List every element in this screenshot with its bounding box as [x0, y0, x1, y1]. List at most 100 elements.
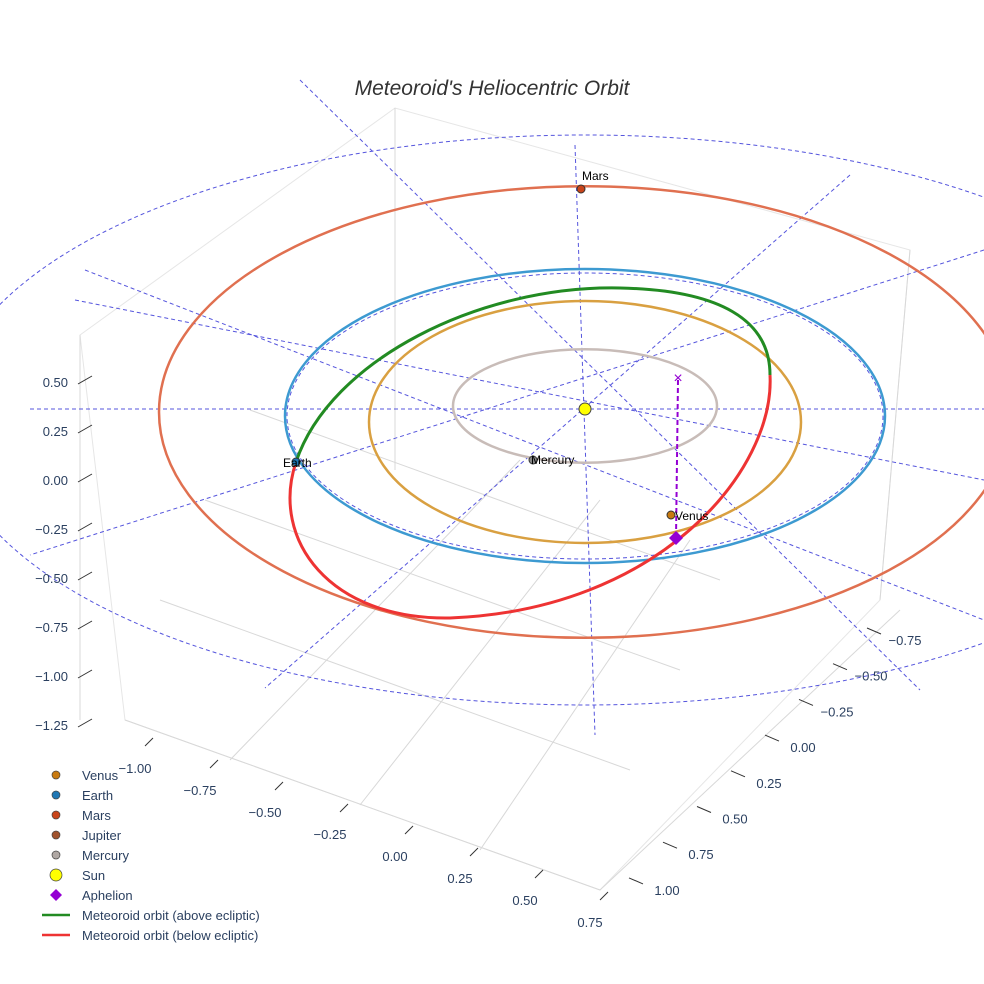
x-tick-label: −0.50: [249, 805, 282, 820]
z-tick-label: 0.25: [43, 424, 68, 439]
legend-item[interactable]: Mars: [51, 808, 111, 823]
z-tick-label: −0.25: [35, 522, 68, 537]
legend-item[interactable]: Mercury: [51, 848, 129, 863]
legend-circle-icon: [51, 850, 61, 860]
legend-item[interactable]: Sun: [49, 868, 105, 883]
legend-circle-icon: [51, 790, 61, 800]
chart-title: Meteoroid's Heliocentric Orbit: [355, 77, 631, 100]
y-tick-mark: [696, 806, 712, 813]
x-tick-mark: [209, 759, 219, 769]
z-tick-mark: [77, 424, 93, 434]
earth-reference-ellipse: [286, 272, 884, 560]
z-tick-mark: [77, 620, 93, 630]
legend-label: Venus: [82, 768, 119, 783]
earth-orbit: [283, 267, 887, 565]
legend-circle-icon: [51, 810, 61, 820]
x-tick-label: −1.00: [119, 761, 152, 776]
y-tick-label: 0.50: [722, 812, 747, 827]
legend-label: Mercury: [82, 848, 129, 863]
z-tick-mark: [77, 571, 93, 581]
venus-marker[interactable]: [666, 510, 676, 520]
x-tick-mark: [404, 825, 414, 835]
legend-label: Meteoroid orbit (above ecliptic): [82, 908, 260, 923]
x-tick-label: −0.75: [184, 783, 217, 798]
legend-label: Meteoroid orbit (below ecliptic): [82, 928, 258, 943]
x-tick-label: 0.50: [512, 893, 537, 908]
x-tick-mark: [534, 869, 544, 879]
radial-reference-line: [84, 269, 984, 621]
outer-reference-ellipse: [0, 134, 984, 706]
legend-item[interactable]: Meteoroid orbit (below ecliptic): [42, 928, 258, 943]
y-tick-mark: [798, 698, 814, 706]
legend-label: Earth: [82, 788, 113, 803]
aphelion-drop-line: [675, 379, 679, 539]
z-tick-label: 0.50: [43, 375, 68, 390]
y-tick-mark: [764, 734, 780, 742]
aphelion-projection-marker: ×: [673, 370, 682, 387]
z-tick-mark: [77, 718, 93, 728]
earth-marker[interactable]: [291, 457, 301, 467]
x-tick-label: −0.25: [314, 827, 347, 842]
legend-circle-icon: [51, 770, 61, 780]
y-tick-mark: [628, 877, 644, 885]
legend-item[interactable]: Venus: [51, 768, 119, 783]
legend-circle-icon: [51, 830, 61, 840]
legend-item[interactable]: Aphelion: [50, 888, 133, 903]
x-tick-mark: [599, 891, 609, 901]
z-tick-label: −0.75: [35, 620, 68, 635]
y-tick-label: −0.75: [889, 633, 922, 648]
legend-label: Sun: [82, 868, 105, 883]
venus-orbit: [367, 299, 803, 545]
z-tick-label: 0.00: [43, 473, 68, 488]
mercury-orbit: [451, 347, 719, 465]
mars-orbit: [157, 185, 984, 639]
y-tick-label: 0.25: [756, 776, 781, 791]
y-tick-mark: [730, 770, 746, 778]
y-tick-label: −0.25: [821, 704, 854, 719]
y-tick-mark: [832, 663, 848, 671]
legend-label: Mars: [82, 808, 111, 823]
legend-item[interactable]: Jupiter: [51, 828, 122, 843]
z-tick-mark: [77, 375, 93, 385]
legend-item[interactable]: Earth: [51, 788, 113, 803]
mars-marker[interactable]: [576, 184, 586, 194]
planet-orbits: [157, 185, 984, 639]
x-tick-label: 0.25: [447, 871, 472, 886]
radial-reference-line: [574, 144, 596, 736]
legend-item[interactable]: Meteoroid orbit (above ecliptic): [42, 908, 260, 923]
x-tick-mark: [274, 781, 284, 791]
meteoroid-orbit-below: [288, 374, 772, 620]
y-tick-label: 1.00: [654, 883, 679, 898]
axis-ticks: 0.50 0.25 0.00 −0.25 −0.50 −0.75 −1.00 −1.25 −1.…: [35, 375, 921, 930]
aphelion-marker[interactable]: [669, 531, 683, 545]
x-tick-mark: [144, 737, 154, 747]
radial-reference-line: [29, 249, 984, 556]
y-tick-label: 0.75: [688, 847, 713, 862]
x-tick-mark: [469, 847, 479, 857]
legend-diamond-icon: [50, 889, 62, 901]
mars-label: Mars: [582, 169, 609, 183]
z-tick-label: −0.50: [35, 571, 68, 586]
earth-label: Earth: [283, 456, 312, 470]
z-tick-mark: [77, 522, 93, 532]
y-tick-mark: [866, 627, 882, 635]
mercury-marker[interactable]: [528, 455, 538, 465]
y-tick-label: 0.00: [790, 740, 815, 755]
z-tick-label: −1.25: [35, 718, 68, 733]
x-tick-mark: [339, 803, 349, 813]
z-tick-mark: [77, 669, 93, 679]
sun-marker[interactable]: [578, 402, 592, 416]
z-tick-label: −1.00: [35, 669, 68, 684]
venus-label: Venus: [675, 509, 708, 523]
y-tick-label: −0.50: [855, 669, 888, 684]
y-tick-mark: [662, 841, 678, 849]
legend-label: Aphelion: [82, 888, 133, 903]
z-tick-mark: [77, 473, 93, 483]
x-tick-label: 0.75: [577, 915, 602, 930]
legend: Venus Earth Mars Jupiter Mercury Sun Aphelion M…: [42, 768, 260, 943]
legend-label: Jupiter: [82, 828, 122, 843]
radial-reference-line: [74, 299, 984, 481]
mercury-label: Mercury: [531, 453, 574, 467]
